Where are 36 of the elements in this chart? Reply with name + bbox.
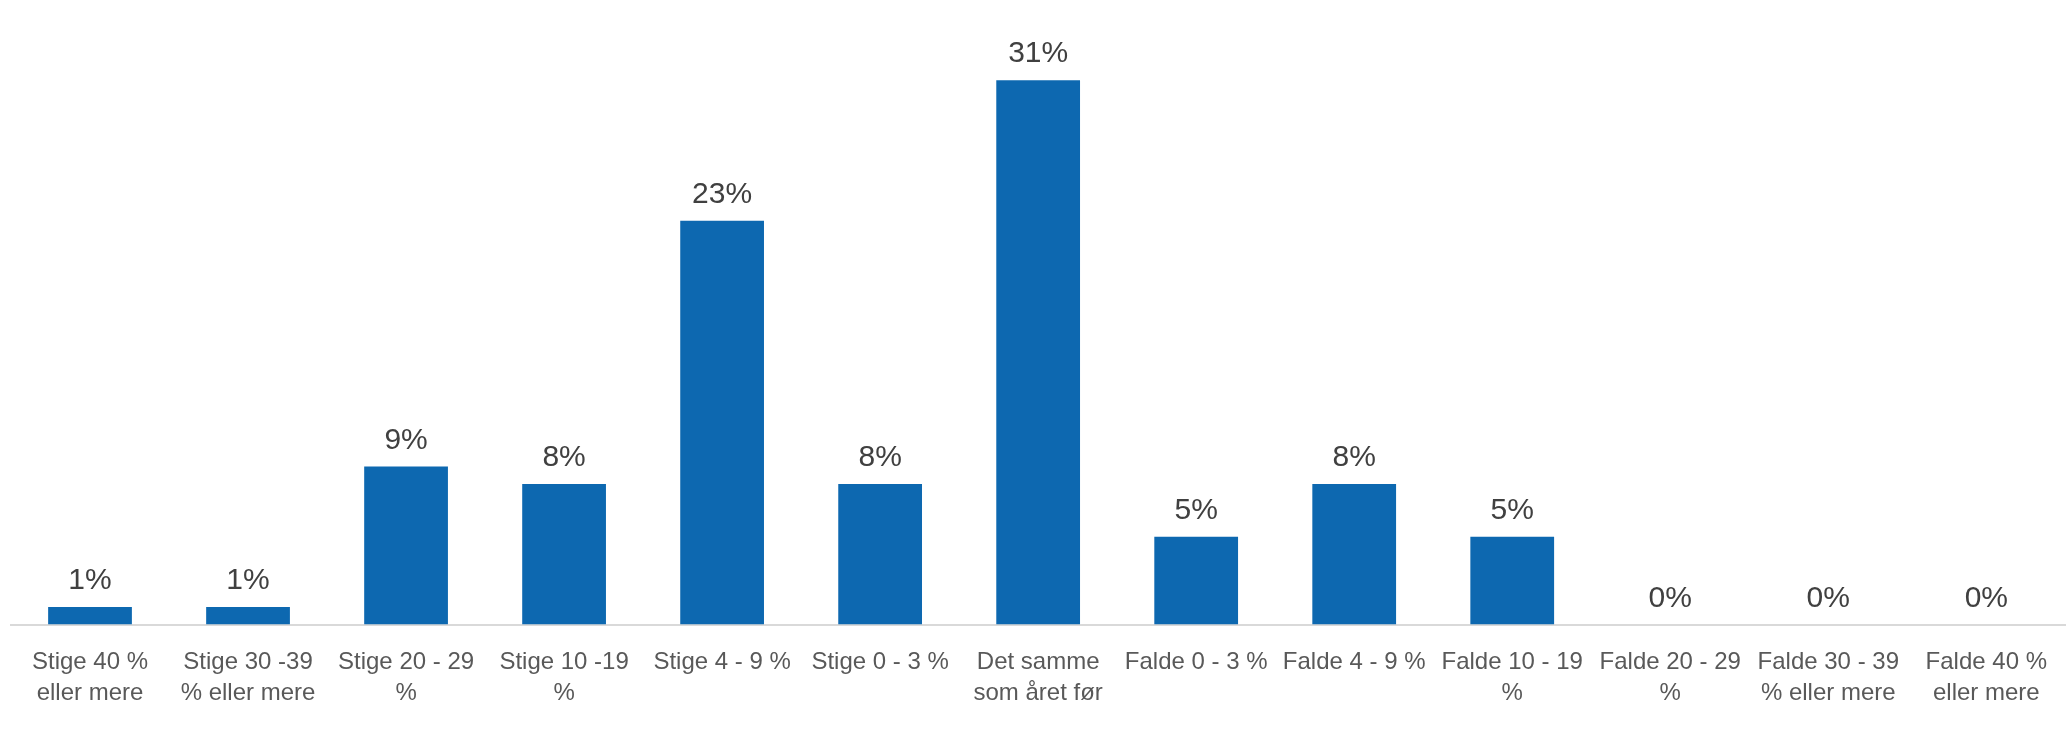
data-label: 8% [858, 439, 902, 473]
x-tick-label: Falde 20 - 29 % [1599, 646, 1741, 706]
x-tick-label: Stige 20 - 29 % [338, 646, 475, 706]
bar [1312, 484, 1397, 625]
data-label: 9% [384, 421, 428, 455]
bar [364, 466, 448, 625]
x-tick-label: Falde 30 - 39 % eller mere [1757, 646, 1899, 706]
bar [1470, 536, 1555, 625]
x-tick-label: Stige 30 -39 % eller mere [180, 646, 316, 706]
x-tick-label: Stige 40 % eller mere [31, 646, 149, 706]
data-label: 0% [1806, 579, 1850, 613]
data-label: 8% [1332, 439, 1376, 473]
x-tick-label: Stige 4 - 9 % [653, 646, 791, 674]
x-tick-label: Falde 0 - 3 % [1124, 646, 1268, 674]
data-label: 1% [68, 562, 112, 596]
x-tick-label: Falde 4 - 9 % [1282, 646, 1426, 674]
data-label: 1% [226, 562, 270, 596]
x-tick-label: Falde 10 - 19 % [1441, 646, 1583, 706]
bar [522, 484, 606, 625]
bar [206, 607, 290, 625]
x-tick-label: Det samme som året før [973, 646, 1103, 706]
data-label: 0% [1648, 579, 1692, 613]
data-label: 8% [542, 439, 586, 473]
bar [680, 220, 764, 625]
bar [48, 607, 132, 625]
x-tick-label: Stige 10 -19 % [499, 646, 629, 706]
data-label: 5% [1490, 491, 1534, 525]
x-tick-label: Falde 40 % eller mere [1925, 646, 2047, 706]
data-label: 31% [1008, 35, 1069, 69]
data-label: 23% [692, 175, 753, 209]
data-label: 5% [1174, 491, 1218, 525]
bar [1154, 536, 1239, 625]
bar [996, 80, 1081, 625]
bar [838, 484, 923, 625]
x-tick-label: Stige 0 - 3 % [811, 646, 949, 674]
data-label: 0% [1964, 579, 2008, 613]
